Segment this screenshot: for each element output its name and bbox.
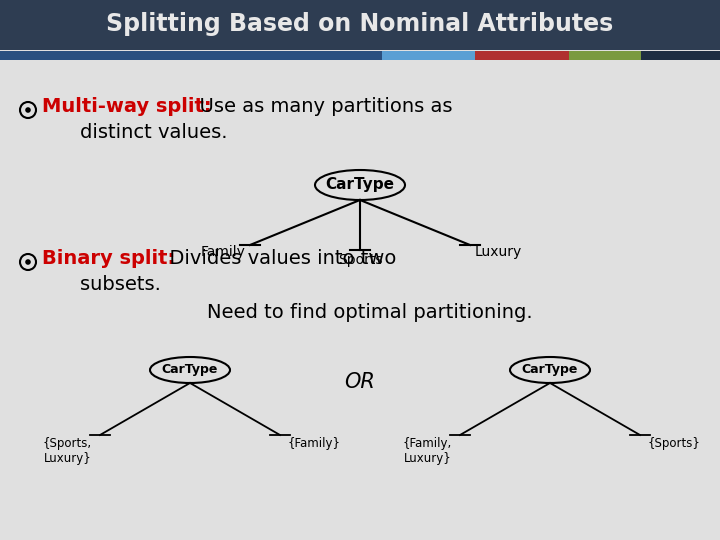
Text: Binary split:: Binary split: — [42, 249, 175, 268]
Text: Luxury: Luxury — [475, 245, 522, 259]
Text: distinct values.: distinct values. — [55, 124, 228, 143]
Text: Need to find optimal partitioning.: Need to find optimal partitioning. — [207, 302, 533, 321]
Bar — [475, 51, 569, 60]
Text: OR: OR — [345, 372, 375, 392]
Text: Use as many partitions as: Use as many partitions as — [187, 98, 452, 117]
Text: Divides values into two: Divides values into two — [157, 249, 397, 268]
Text: subsets.: subsets. — [55, 275, 161, 294]
Circle shape — [25, 107, 31, 113]
Text: Sports: Sports — [338, 253, 382, 267]
Text: {Family}: {Family} — [288, 437, 341, 450]
Text: CarType: CarType — [522, 363, 578, 376]
Bar — [0, 0, 720, 50]
Text: Splitting Based on Nominal Attributes: Splitting Based on Nominal Attributes — [107, 12, 613, 36]
Text: {Sports}: {Sports} — [648, 437, 701, 450]
Text: {Family,
Luxury}: {Family, Luxury} — [402, 437, 452, 465]
Text: {Sports,
Luxury}: {Sports, Luxury} — [43, 437, 92, 465]
Bar — [382, 51, 475, 60]
Bar — [0, 51, 382, 60]
Text: CarType: CarType — [162, 363, 218, 376]
Text: Multi-way split:: Multi-way split: — [42, 98, 212, 117]
Text: CarType: CarType — [325, 178, 395, 192]
Bar — [641, 51, 720, 60]
Circle shape — [25, 259, 31, 265]
Text: Family: Family — [200, 245, 245, 259]
Bar — [569, 51, 641, 60]
